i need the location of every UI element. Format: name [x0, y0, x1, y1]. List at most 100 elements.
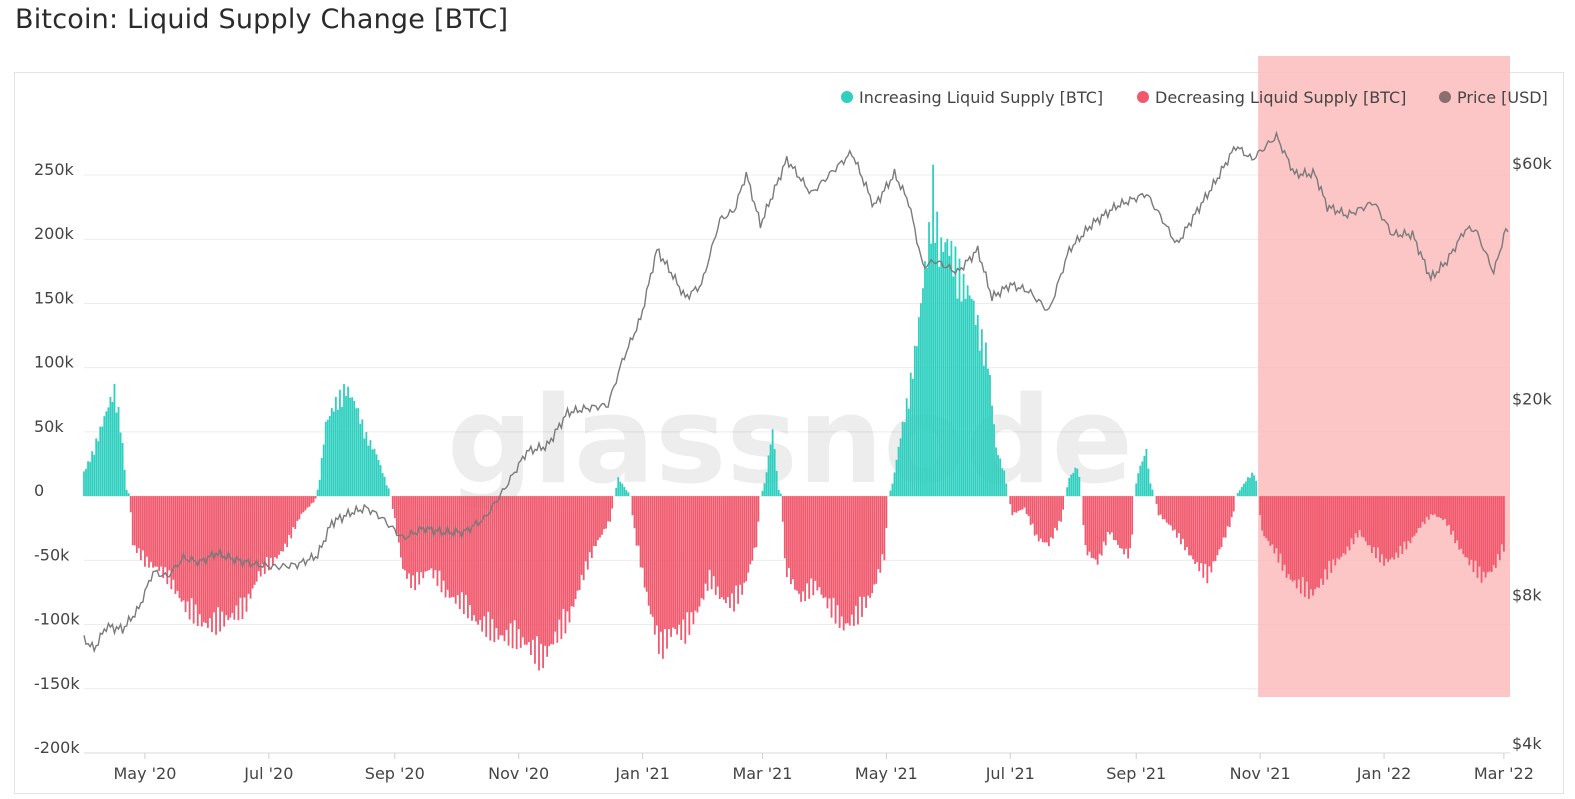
bar — [962, 273, 965, 497]
bar — [1125, 496, 1127, 549]
bar — [834, 496, 837, 624]
bar — [1293, 496, 1296, 581]
bar — [1204, 496, 1207, 564]
bar — [1279, 496, 1282, 554]
bar — [343, 384, 345, 497]
bar — [1013, 496, 1016, 513]
bar — [1370, 496, 1373, 554]
bar — [115, 412, 118, 497]
bar — [1054, 496, 1056, 528]
bar — [1440, 496, 1442, 519]
bar — [322, 444, 325, 497]
bar — [207, 496, 209, 628]
bar — [194, 496, 197, 605]
bar — [617, 477, 620, 497]
bar — [1395, 496, 1398, 553]
bar — [1208, 496, 1211, 567]
bar — [1299, 496, 1302, 594]
bar — [536, 496, 538, 637]
bar — [692, 496, 695, 625]
bar — [475, 496, 477, 622]
bar — [767, 455, 770, 497]
bar — [875, 496, 878, 584]
bar — [1336, 496, 1339, 559]
bar — [944, 242, 947, 497]
bar — [570, 496, 573, 607]
bar — [381, 473, 384, 497]
bar — [190, 496, 193, 599]
bar — [731, 496, 733, 594]
bar — [454, 496, 457, 604]
bar — [251, 496, 254, 589]
bar — [324, 421, 327, 497]
bar — [645, 496, 648, 592]
bar — [1019, 496, 1022, 511]
bar — [278, 496, 280, 555]
bar — [1297, 496, 1300, 580]
bar — [1035, 496, 1038, 535]
bar — [532, 496, 534, 640]
bar — [826, 496, 829, 609]
bar — [1360, 496, 1363, 537]
bar — [1143, 455, 1146, 497]
bar — [1104, 496, 1107, 546]
bar — [1503, 496, 1505, 552]
bar — [938, 266, 941, 497]
bar — [174, 496, 177, 594]
bar — [345, 396, 347, 497]
bar — [1236, 492, 1239, 497]
bar — [1411, 496, 1414, 538]
bar — [1070, 474, 1073, 497]
bar — [247, 496, 250, 594]
bar — [637, 496, 640, 546]
bar — [129, 496, 132, 513]
bar — [710, 496, 713, 590]
bar — [302, 496, 305, 513]
bar — [231, 496, 234, 613]
bar — [131, 496, 134, 546]
bar — [1277, 496, 1280, 563]
bar — [452, 496, 455, 598]
bar — [1025, 496, 1028, 515]
bar — [991, 405, 993, 497]
bar — [590, 496, 593, 559]
bar — [357, 408, 360, 497]
bar — [523, 496, 526, 645]
bar — [1283, 496, 1286, 565]
bar — [753, 496, 756, 548]
bar — [527, 496, 530, 643]
y-axis-right: $60k $20k $8k $4k — [1512, 154, 1553, 753]
bar — [1265, 496, 1268, 539]
bar — [1129, 496, 1132, 549]
bar — [976, 315, 979, 497]
bar — [320, 458, 323, 497]
bar — [1224, 496, 1227, 538]
y-left-tick-label: 0 — [34, 481, 44, 500]
bar — [1415, 496, 1418, 533]
bar — [560, 496, 563, 640]
bar — [942, 251, 945, 497]
bar — [513, 496, 516, 621]
bar — [426, 496, 429, 571]
legend-label: Decreasing Liquid Supply [BTC] — [1155, 88, 1406, 107]
bar — [1135, 483, 1138, 497]
bar — [586, 496, 589, 570]
bar — [1362, 496, 1365, 538]
bar — [1403, 496, 1406, 542]
x-tick-label: Mar '22 — [1474, 764, 1534, 783]
bar — [458, 496, 461, 610]
bar — [1037, 496, 1040, 542]
bar — [1033, 496, 1036, 536]
bar — [1052, 496, 1054, 539]
bar — [107, 407, 110, 497]
bar — [160, 496, 163, 567]
bar — [863, 496, 865, 597]
bar — [135, 496, 138, 553]
bar — [269, 496, 272, 558]
bar — [605, 496, 607, 529]
bar — [1364, 496, 1367, 542]
bar — [773, 449, 776, 497]
bar — [1123, 496, 1125, 555]
bar — [286, 496, 289, 548]
bar — [1482, 496, 1485, 572]
